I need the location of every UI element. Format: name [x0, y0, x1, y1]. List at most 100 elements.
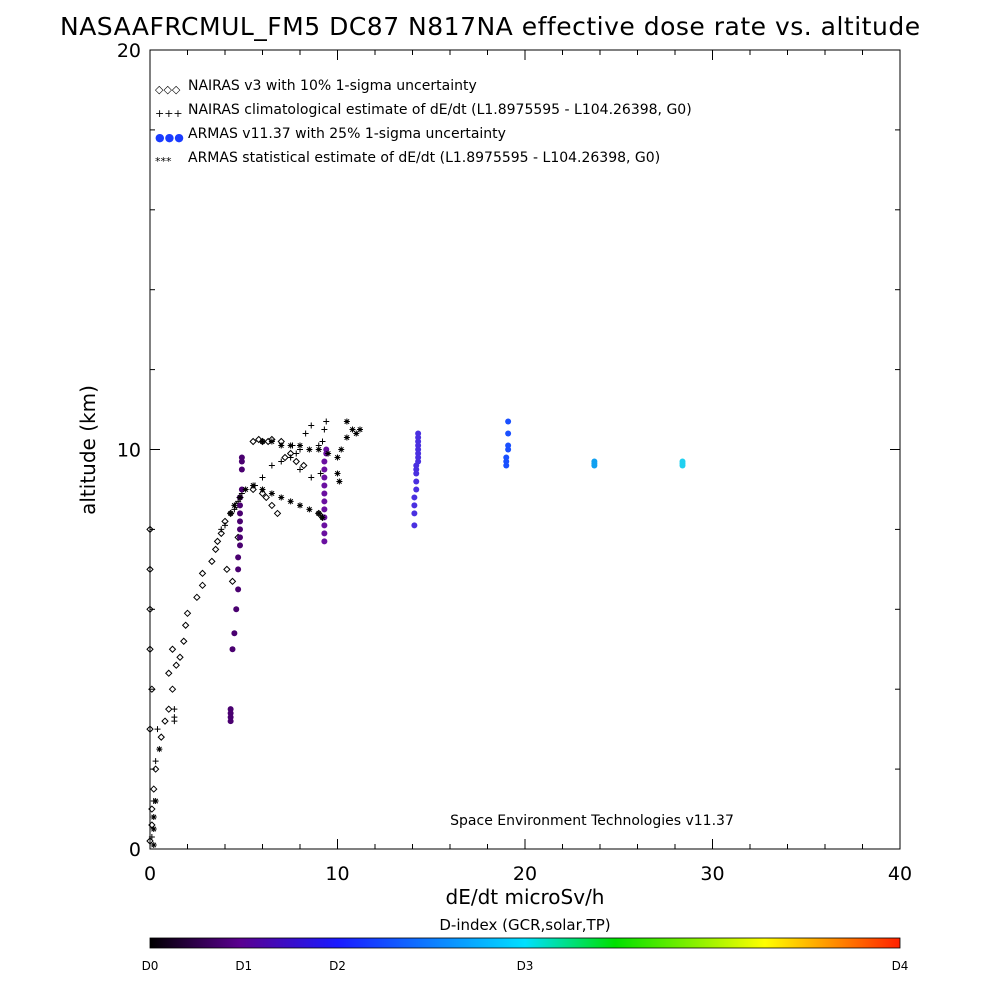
- armas-point: [237, 502, 243, 509]
- legend-symbol: ***: [155, 155, 172, 168]
- nairas-clim-point: [321, 426, 328, 433]
- armas-stat-point: [231, 502, 238, 509]
- armas-point: [235, 554, 242, 561]
- nairas-point: [146, 725, 154, 733]
- armas-point: [321, 466, 328, 473]
- x-tick-label: 20: [513, 863, 537, 885]
- nairas-point: [183, 609, 192, 618]
- chart-title: NASAAFRCMUL_FM5 DC87 N817NA effective do…: [60, 12, 921, 41]
- armas-stat-point: [287, 442, 294, 449]
- armas-point: [505, 418, 512, 425]
- colorbar-label: D3: [517, 959, 534, 973]
- armas-point: [321, 490, 328, 497]
- x-tick-labels: 0 10 20 30 40: [144, 863, 912, 885]
- armas-point: [237, 542, 243, 549]
- nairas-clim-point: [171, 706, 178, 713]
- armas-point: [505, 442, 512, 449]
- armas-point: [321, 530, 328, 537]
- nairas-clim-point: [287, 454, 294, 461]
- data-marks: [146, 418, 686, 849]
- nairas-point: [211, 545, 220, 554]
- nairas-point: [172, 661, 180, 669]
- nairas-clim-point: [317, 470, 324, 477]
- nairas-point: [255, 435, 263, 444]
- armas-stat-point: [334, 470, 341, 477]
- nairas-point: [165, 705, 173, 713]
- legend-label: ARMAS v11.37 with 25% 1-sigma uncertaint…: [188, 126, 506, 142]
- armas-stat-point: [150, 814, 157, 821]
- armas-point: [591, 458, 598, 465]
- nairas-point: [148, 821, 156, 829]
- armas-stat-point: [343, 434, 350, 441]
- nairas-clim-point: [278, 458, 285, 465]
- colorbar-label: D2: [329, 959, 346, 973]
- nairas-point: [228, 577, 237, 586]
- legend-symbol: ●●●: [155, 131, 184, 144]
- armas-stat-point: [353, 430, 360, 437]
- nairas-point: [161, 717, 169, 725]
- nairas-point: [217, 529, 225, 538]
- nairas-clim-point: [259, 474, 266, 481]
- nairas-point: [181, 621, 190, 629]
- armas-point: [235, 566, 242, 573]
- armas-point: [237, 510, 243, 517]
- armas-stat-point: [336, 478, 343, 485]
- armas-stat-point: [349, 426, 356, 433]
- armas-point: [411, 510, 418, 517]
- x-axis-label: dE/dt microSv/h: [446, 885, 605, 909]
- nairas-clim-point: [218, 526, 225, 533]
- legend-symbol: ◇◇◇: [155, 83, 181, 96]
- nairas-clim-point: [302, 430, 309, 437]
- nairas-clim-point: [297, 466, 303, 473]
- nairas-clim-point: [308, 422, 315, 429]
- nairas-clim-point: [171, 714, 178, 721]
- plot-frame: [149, 49, 901, 850]
- armas-stat-point: [287, 498, 294, 505]
- armas-point: [321, 498, 328, 505]
- nairas-point: [146, 605, 154, 614]
- armas-stat-point: [306, 506, 313, 513]
- armas-point: [411, 494, 418, 501]
- nairas-point: [180, 637, 188, 645]
- nairas-clim-point: [323, 418, 330, 425]
- nairas-clim-point: [154, 726, 161, 733]
- y-tick-label: 20: [117, 40, 141, 62]
- armas-point: [231, 630, 238, 637]
- armas-stat-point: [315, 510, 322, 517]
- nairas-point: [146, 565, 154, 574]
- armas-stat-point: [278, 494, 285, 501]
- armas-point: [235, 586, 242, 593]
- armas-stat-point: [319, 514, 326, 521]
- colorbar-label: D0: [142, 959, 159, 973]
- y-tick-label: 10: [117, 440, 141, 462]
- armas-stat-point: [150, 842, 157, 849]
- armas-point: [321, 482, 328, 489]
- armas-point: [237, 518, 243, 525]
- y-tick-labels: 0 10 20: [117, 40, 141, 861]
- armas-stat-point: [325, 450, 332, 457]
- nairas-point: [281, 453, 289, 462]
- nairas-point: [198, 581, 207, 590]
- armas-stat-point: [297, 442, 303, 449]
- colorbar-labels: D0 D1 D2 D3 D4: [142, 959, 909, 973]
- armas-stat-point: [297, 502, 303, 509]
- armas-stat-point: [152, 798, 159, 805]
- armas-stat-point: [237, 494, 243, 501]
- nairas-point: [223, 565, 231, 574]
- armas-stat-point: [268, 490, 275, 497]
- x-tick-label: 40: [888, 863, 912, 885]
- armas-stat-point: [156, 746, 163, 753]
- armas-stat-point: [357, 426, 363, 433]
- x-tick-label: 10: [325, 863, 349, 885]
- colorbar-title: D-index (GCR,solar,TP): [439, 916, 610, 934]
- armas-point: [505, 430, 512, 437]
- y-tick-label: 0: [129, 839, 141, 861]
- x-tick-label: 30: [700, 863, 724, 885]
- armas-stat-point: [250, 482, 257, 489]
- armas-stat-point: [242, 486, 249, 493]
- nairas-point: [292, 457, 300, 466]
- legend-label: NAIRAS v3 with 10% 1-sigma uncertainty: [188, 78, 477, 94]
- nairas-point: [146, 525, 154, 534]
- nairas-clim-point: [222, 522, 228, 529]
- armas-stat-point: [306, 446, 313, 453]
